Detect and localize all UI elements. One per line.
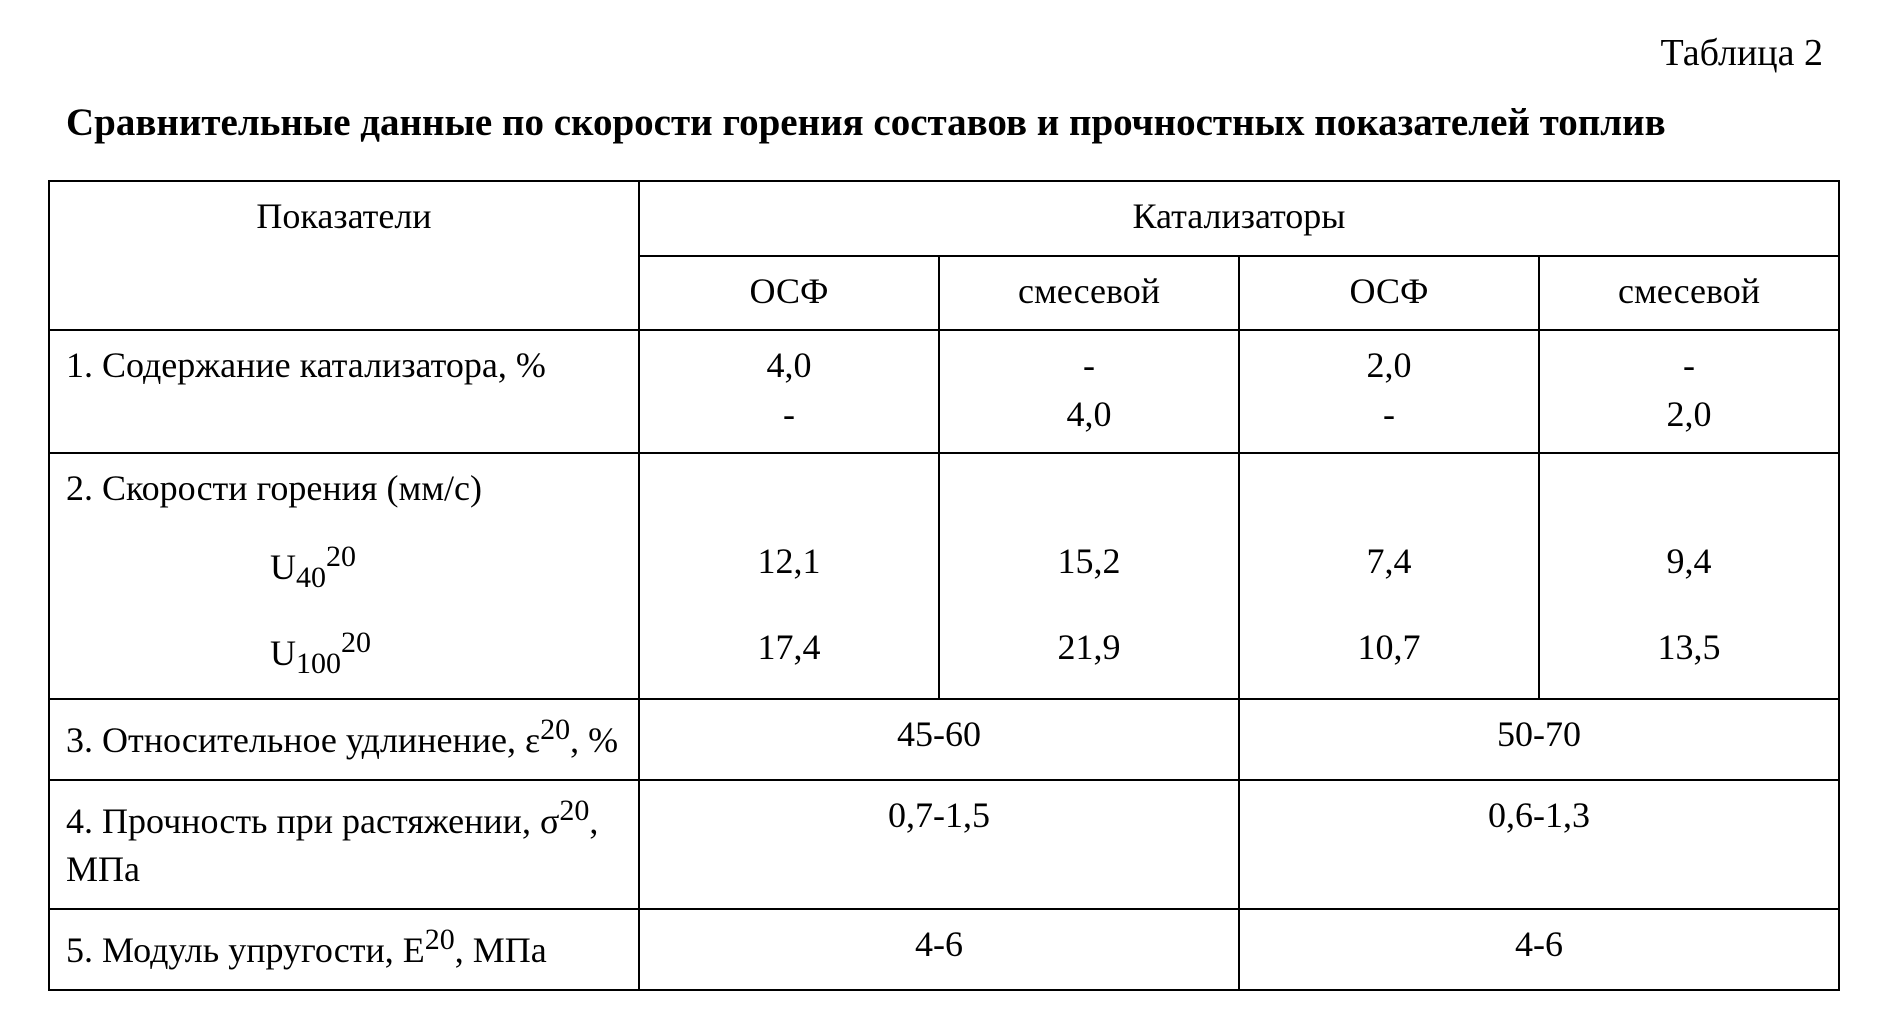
row1-c1b: -	[656, 390, 922, 439]
row4-right: 0,6-1,3	[1239, 780, 1839, 909]
row5-left: 4-6	[639, 909, 1239, 990]
row2-intro-c3	[1239, 453, 1539, 527]
row2-param-u100: U10020	[49, 613, 639, 700]
col-header-1: ОСФ	[639, 256, 939, 331]
row4-left: 0,7-1,5	[639, 780, 1239, 909]
col-header-2: смесевой	[939, 256, 1239, 331]
row1-c4b: 2,0	[1556, 390, 1822, 439]
row3-left: 45-60	[639, 699, 1239, 780]
row1-c1a: 4,0	[656, 341, 922, 390]
col-header-indicators: Показатели	[49, 181, 639, 256]
row1-c2b: 4,0	[956, 390, 1222, 439]
row1-label: 1. Содержание катализатора, %	[49, 330, 639, 453]
row5-label: 5. Модуль упругости, Е20, МПа	[49, 909, 639, 990]
col-header-catalysts: Катализаторы	[639, 181, 1839, 256]
row2-u100-c3: 10,7	[1239, 613, 1539, 700]
row2-intro-c4	[1539, 453, 1839, 527]
row3-right: 50-70	[1239, 699, 1839, 780]
row2-intro-c2	[939, 453, 1239, 527]
row1-c4: - 2,0	[1539, 330, 1839, 453]
table-number: Таблица 2	[48, 28, 1823, 79]
row1-c2a: -	[956, 341, 1222, 390]
row1-c3: 2,0 -	[1239, 330, 1539, 453]
row1-c3a: 2,0	[1256, 341, 1522, 390]
col-header-3: ОСФ	[1239, 256, 1539, 331]
row1-c3b: -	[1256, 390, 1522, 439]
row4-label: 4. Прочность при растяжении, σ20, МПа	[49, 780, 639, 909]
row2-label-intro: 2. Скорости горения (мм/с)	[49, 453, 639, 527]
table-title: Сравнительные данные по скорости горения…	[66, 97, 1823, 150]
col-header-indicators-spacer	[49, 256, 639, 331]
row2-u100-c1: 17,4	[639, 613, 939, 700]
row2-u40-c4: 9,4	[1539, 527, 1839, 613]
col-header-4: смесевой	[1539, 256, 1839, 331]
row1-c4a: -	[1556, 341, 1822, 390]
row3-label: 3. Относительное удлинение, ε20, %	[49, 699, 639, 780]
row2-intro-c1	[639, 453, 939, 527]
row2-u100-c2: 21,9	[939, 613, 1239, 700]
row1-c2: - 4,0	[939, 330, 1239, 453]
row2-u40-c2: 15,2	[939, 527, 1239, 613]
row2-param-u40: U4020	[49, 527, 639, 613]
row1-c1: 4,0 -	[639, 330, 939, 453]
row2-u100-c4: 13,5	[1539, 613, 1839, 700]
row5-right: 4-6	[1239, 909, 1839, 990]
row2-u40-c3: 7,4	[1239, 527, 1539, 613]
row2-u40-c1: 12,1	[639, 527, 939, 613]
data-table: Показатели Катализаторы ОСФ смесевой ОСФ…	[48, 180, 1840, 991]
